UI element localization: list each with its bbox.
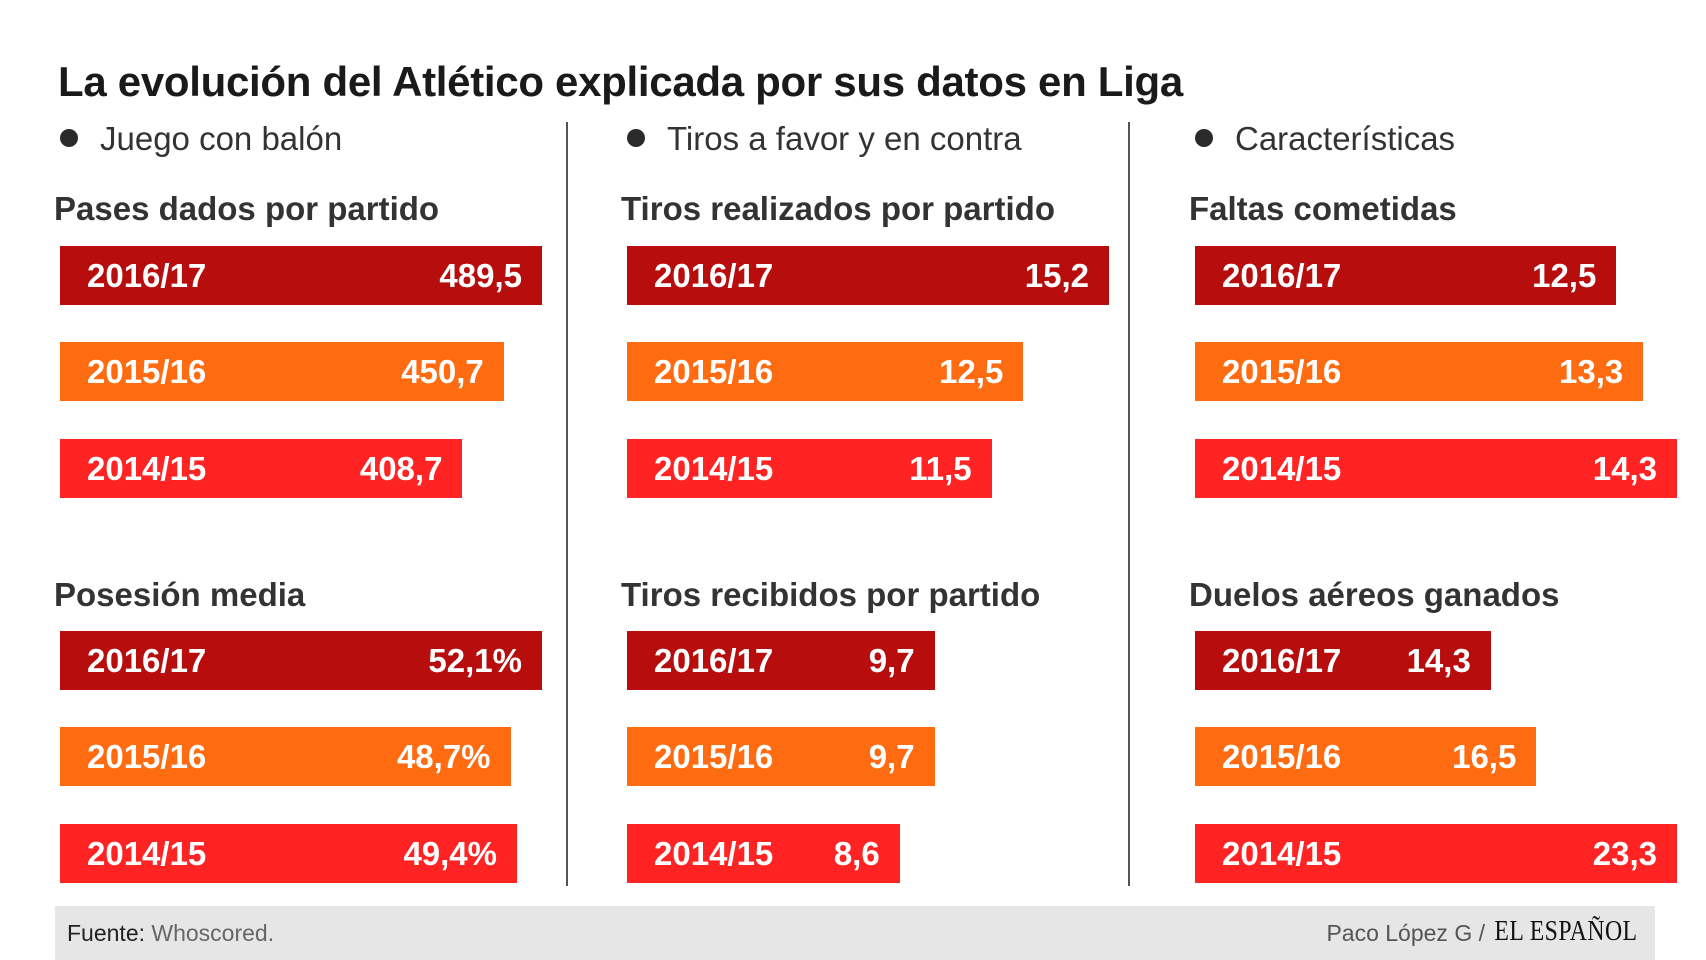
bar-2016-17: 2016/17 9,7 [627, 631, 935, 690]
bar-value-label: 11,5 [909, 450, 972, 487]
bar-value-label: 49,4% [403, 835, 498, 872]
bar-value-label: 12,5 [939, 353, 1004, 390]
bar-category-label: 2016/17 [654, 257, 774, 294]
bar-category-label: 2014/15 [1222, 835, 1342, 872]
bar-2014-15: 2014/15 23,3 [1195, 824, 1677, 883]
bar-category-label: 2015/16 [1222, 738, 1342, 775]
bar-category-label: 2015/16 [87, 353, 207, 390]
bar-value-label: 8,6 [833, 835, 880, 872]
chart-title: Tiros recibidos por partido [621, 576, 1041, 613]
bar-category-label: 2016/17 [654, 642, 774, 679]
bar-2015-16: 2015/16 13,3 [1195, 342, 1644, 401]
bar-category-label: 2015/16 [654, 353, 774, 390]
bar-2014-15: 2014/15 49,4% [60, 824, 518, 883]
bar-2015-16: 2015/16 16,5 [1195, 727, 1537, 786]
bar-value-label: 12,5 [1532, 257, 1597, 294]
bar-2016-17: 2016/17 14,3 [1195, 631, 1491, 690]
bar-category-label: 2015/16 [87, 738, 207, 775]
chart-title: Duelos aéreos ganados [1189, 576, 1560, 613]
bar-category-label: 2016/17 [1222, 257, 1342, 294]
bar-2015-16: 2015/16 12,5 [627, 342, 1024, 401]
bar-value-label: 15,2 [1024, 257, 1089, 294]
bar-value-label: 9,7 [868, 738, 915, 775]
source-value: Whoscored. [151, 920, 275, 946]
bar-value-label: 14,3 [1406, 642, 1471, 679]
page-title: La evolución del Atlético explicada por … [58, 58, 1183, 105]
bar-2014-15: 2014/15 8,6 [627, 824, 900, 883]
bar-2016-17: 2016/17 52,1% [60, 631, 542, 690]
chart-title: Faltas cometidas [1189, 190, 1457, 227]
bar-2015-16: 2015/16 48,7% [60, 727, 511, 786]
bullet-icon [1195, 129, 1213, 148]
bar-value-label: 23,3 [1592, 835, 1657, 872]
column-1: Juego con balón Pases dados por partido 20… [54, 0, 580, 960]
section-label: Tiros a favor y en contra [667, 120, 1022, 157]
column-divider [566, 122, 568, 886]
section-label: Características [1235, 120, 1456, 157]
footer: Fuente: Whoscored. Paco López G / EL ESP… [55, 906, 1655, 960]
bar-2016-17: 2016/17 12,5 [1195, 246, 1617, 305]
bar-value-label: 48,7% [396, 738, 491, 775]
section-heading: Juego con balón [60, 120, 342, 158]
bar-value-label: 408,7 [359, 450, 443, 487]
bar-category-label: 2014/15 [87, 450, 207, 487]
bar-value-label: 13,3 [1559, 353, 1624, 390]
column-divider [1128, 122, 1130, 886]
bar-value-label: 14,3 [1592, 450, 1657, 487]
bar-2014-15: 2014/15 11,5 [627, 439, 992, 498]
source-label: Fuente: [67, 920, 145, 946]
bar-2016-17: 2016/17 15,2 [627, 246, 1109, 305]
bullet-icon [60, 129, 78, 148]
bar-2016-17: 2016/17 489,5 [60, 246, 542, 305]
bullet-icon [627, 129, 645, 148]
bar-value-label: 450,7 [401, 353, 484, 390]
bar-value-label: 16,5 [1452, 738, 1517, 775]
section-label: Juego con balón [100, 120, 343, 157]
bar-2015-16: 2015/16 450,7 [60, 342, 504, 401]
bar-category-label: 2016/17 [87, 257, 207, 294]
author: Paco López G / [1326, 920, 1485, 946]
el-espanol-logo: EL ESPAÑOL [1493, 915, 1637, 947]
bar-value-label: 52,1% [428, 642, 522, 679]
bar-2014-15: 2014/15 408,7 [60, 439, 463, 498]
section-heading: Características [1195, 120, 1455, 158]
column-3: Características Faltas cometidas 2016/17 12… [1189, 0, 1706, 960]
bar-value-label: 489,5 [439, 257, 522, 294]
source: Fuente: Whoscored. [67, 920, 274, 947]
bar-2015-16: 2015/16 9,7 [627, 727, 935, 786]
bar-category-label: 2016/17 [1222, 642, 1342, 679]
section-heading: Tiros a favor y en contra [627, 120, 1022, 158]
chart-title: Pases dados por partido [54, 190, 440, 227]
chart-title: Tiros realizados por partido [621, 190, 1055, 227]
bar-value-label: 9,7 [868, 642, 915, 679]
chart-title: Posesión media [54, 576, 306, 613]
column-2: Tiros a favor y en contra Tiros realizado… [621, 0, 1147, 960]
bar-2014-15: 2014/15 14,3 [1195, 439, 1677, 498]
bar-category-label: 2014/15 [1222, 450, 1342, 487]
bar-category-label: 2016/17 [87, 642, 207, 679]
bar-category-label: 2015/16 [654, 738, 774, 775]
bar-category-label: 2014/15 [654, 835, 774, 872]
bar-category-label: 2015/16 [1222, 353, 1342, 390]
bar-category-label: 2014/15 [87, 835, 207, 872]
bar-category-label: 2014/15 [654, 450, 774, 487]
